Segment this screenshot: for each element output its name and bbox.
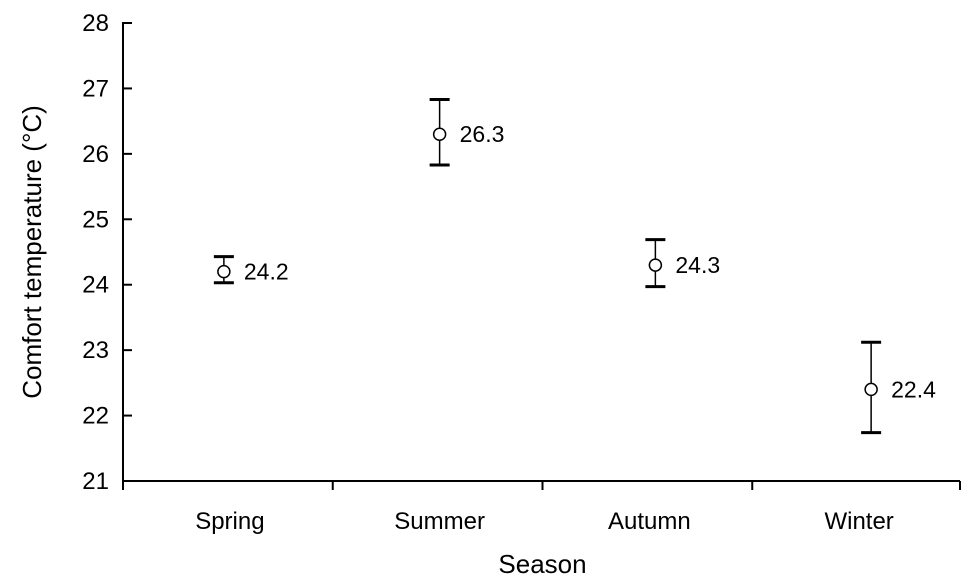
data-label: 22.4 (891, 376, 936, 402)
y-tick-label: 22 (82, 403, 109, 430)
data-point-group: 24.2 (213, 255, 289, 285)
x-tick-label: Spring (195, 508, 264, 535)
data-point (217, 264, 231, 279)
data-label: 26.3 (460, 121, 505, 147)
data-point (648, 258, 663, 272)
data-points: 24.2 26.3 24.3 22.4 (213, 98, 936, 435)
x-tick-label: Summer (394, 508, 485, 535)
y-axis-ticks: 21 22 23 24 25 26 27 28 (82, 10, 132, 495)
data-point-group: 22.4 (861, 340, 936, 435)
data-label: 24.2 (244, 259, 289, 285)
y-tick-label: 23 (82, 337, 109, 364)
y-tick-label: 21 (82, 468, 109, 495)
y-tick-label: 28 (82, 10, 109, 37)
y-tick-label: 25 (82, 206, 109, 233)
y-tick-label: 27 (82, 75, 109, 102)
x-axis-title: Season (498, 549, 586, 579)
data-label: 24.3 (675, 252, 720, 278)
x-tick-label: Autumn (608, 508, 691, 535)
data-point (432, 127, 447, 141)
data-point (864, 382, 878, 397)
data-point-group: 26.3 (429, 98, 505, 167)
y-axis-title: Comfort temperature (°C) (17, 105, 47, 399)
x-tick-label: Winter (824, 508, 893, 535)
x-axis-ticks: Spring Summer Autumn Winter (122, 481, 961, 535)
y-tick-label: 24 (82, 272, 109, 299)
data-point-group: 24.3 (645, 238, 720, 289)
y-tick-label: 26 (82, 141, 109, 168)
